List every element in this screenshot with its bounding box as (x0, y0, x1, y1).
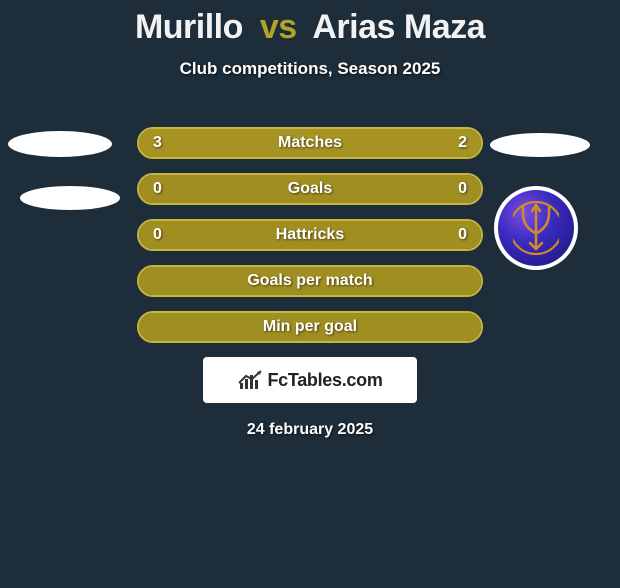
player-b-photo-placeholder (490, 133, 590, 157)
stat-value-left: 0 (153, 180, 162, 198)
player-a-name: Murillo (135, 8, 243, 46)
stat-row-matches: 3 2 Matches (137, 127, 483, 159)
stat-value-right: 0 (458, 180, 467, 198)
trident-icon (513, 199, 559, 257)
stat-row-hattricks: 0 0 Hattricks (137, 219, 483, 251)
stat-fill-left (139, 175, 310, 203)
stat-value-right: 0 (458, 226, 467, 244)
brand-chart-icon (237, 369, 265, 391)
brand-text: FcTables.com (267, 370, 382, 391)
stat-fill-right (310, 175, 481, 203)
stat-label: Goals (288, 180, 332, 198)
player-a-photo-placeholder (8, 131, 112, 157)
stat-value-left: 0 (153, 226, 162, 244)
club-badge-inner (498, 190, 574, 266)
date-line: 24 february 2025 (0, 421, 620, 439)
brand-inner: FcTables.com (237, 369, 382, 391)
stat-row-min-per-goal: Min per goal (137, 311, 483, 343)
stat-row-goals: 0 0 Goals (137, 173, 483, 205)
player-b-club-badge (494, 186, 578, 270)
stat-label: Goals per match (247, 272, 372, 290)
stat-label: Min per goal (263, 318, 357, 336)
brand-box: FcTables.com (203, 357, 417, 403)
vs-connector: vs (260, 8, 297, 46)
stat-label: Hattricks (276, 226, 344, 244)
stat-row-goals-per-match: Goals per match (137, 265, 483, 297)
stat-value-left: 3 (153, 134, 162, 152)
subtitle: Club competitions, Season 2025 (0, 59, 620, 79)
player-a-club-placeholder (20, 186, 120, 210)
page-title: Murillo vs Arias Maza (0, 8, 620, 47)
stat-value-right: 2 (458, 134, 467, 152)
stat-label: Matches (278, 134, 342, 152)
player-b-name: Arias Maza (312, 8, 485, 46)
